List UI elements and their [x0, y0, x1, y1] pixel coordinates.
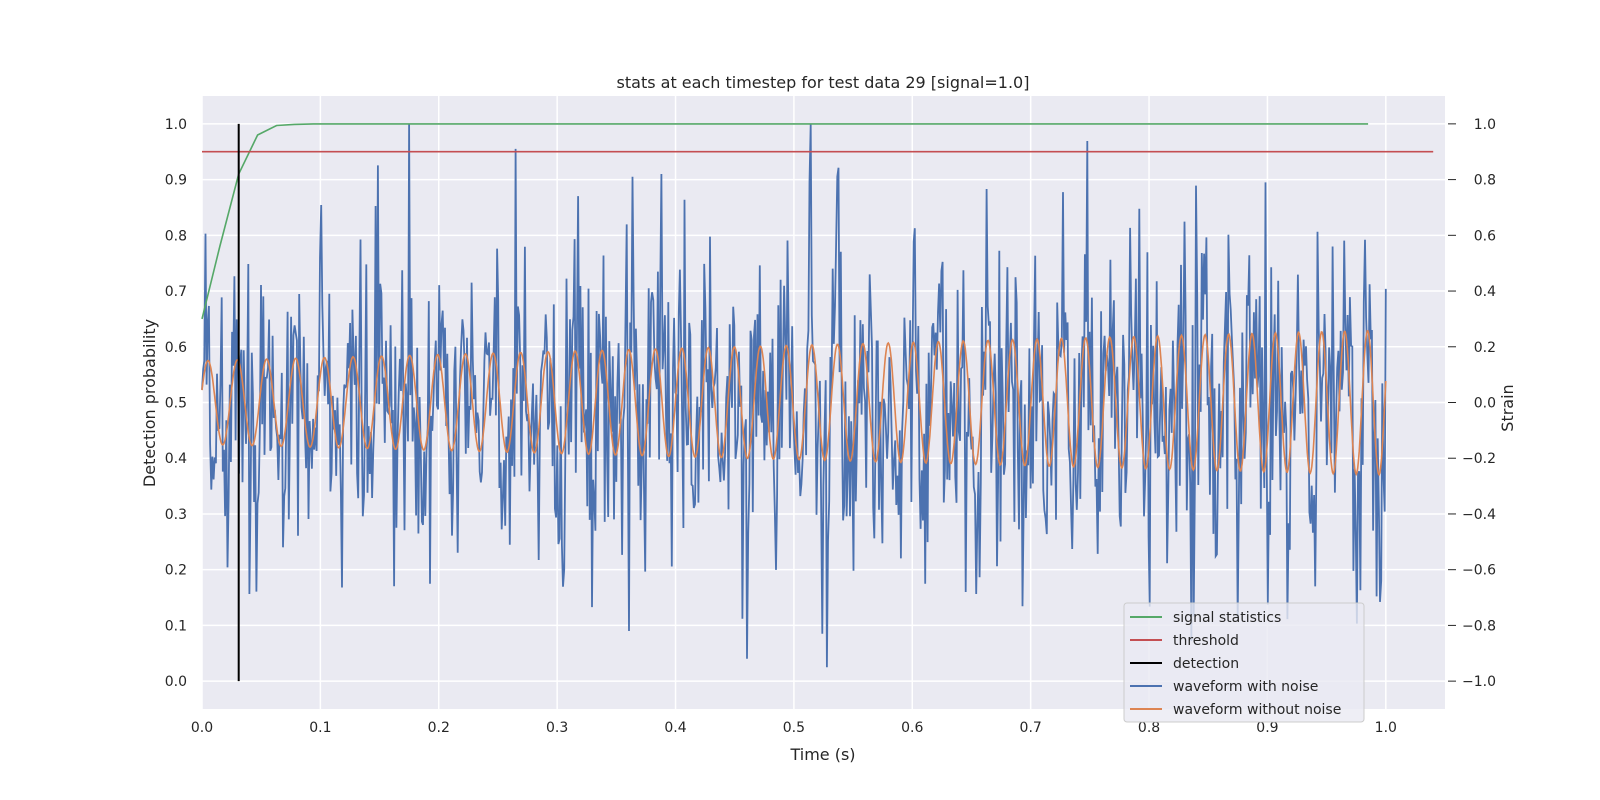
y2-tick-label: 0.0	[1474, 396, 1496, 412]
x-ticks: 0.0 0.1 0.2 0.3 0.4 0.5 0.6 0.7 0.8 0.9 1.0	[191, 720, 1397, 736]
y-tick-label: 0.9	[165, 173, 187, 189]
series-line-waveform-without-noise	[201, 329, 1387, 477]
y-tick-label: 0.1	[165, 618, 187, 634]
legend-item-waveform-without-noise: waveform without noise	[1130, 702, 1341, 718]
y2-tick-label: −0.2	[1462, 451, 1496, 467]
y2-ticks: −1.0 −0.8 −0.6 −0.4 −0.2 0.0 0.2 0.4 0.6 0.8 1.0	[1448, 117, 1496, 690]
y-tick-label: 1.0	[165, 117, 187, 133]
chart-title: stats at each timestep for test data 29 …	[617, 73, 1030, 92]
y-tick-label: 0.5	[165, 396, 187, 412]
y2-tick-label: −0.6	[1462, 563, 1496, 579]
y-tick-label: 0.3	[165, 507, 187, 523]
legend-item-detection: detection	[1130, 656, 1239, 672]
legend-label-threshold: threshold	[1173, 633, 1239, 649]
y-tick-label: 0.7	[165, 284, 187, 300]
y2-tick-label: −0.8	[1462, 618, 1496, 634]
x-tick-label: 0.8	[1138, 720, 1160, 736]
y2-tick-label: −1.0	[1462, 674, 1496, 690]
legend: signal statistics threshold detection wa…	[1123, 602, 1365, 723]
legend-item-waveform-with-noise: waveform with noise	[1130, 679, 1318, 695]
x-tick-label: 0.4	[664, 720, 686, 736]
y2-tick-label: −0.4	[1462, 507, 1496, 523]
x-tick-label: 0.7	[1020, 720, 1042, 736]
legend-label-signal-statistics: signal statistics	[1173, 610, 1281, 626]
x-tick-label: 0.2	[428, 720, 450, 736]
y-axis-label: Detection probability	[140, 319, 159, 487]
y2-tick-label: 0.6	[1474, 228, 1496, 244]
y2-tick-label: 0.2	[1474, 340, 1496, 356]
y-tick-label: 0.2	[165, 563, 187, 579]
x-tick-label: 0.9	[1256, 720, 1278, 736]
x-tick-label: 0.3	[546, 720, 568, 736]
y-tick-label: 0.6	[165, 340, 187, 356]
y-ticks: 0.0 0.1 0.2 0.3 0.4 0.5 0.6 0.7 0.8 0.9 1.0	[165, 117, 187, 690]
y-tick-label: 0.0	[165, 674, 187, 690]
x-axis-label: Time (s)	[789, 745, 855, 764]
legend-box	[1123, 602, 1365, 723]
legend-label-detection: detection	[1173, 656, 1239, 672]
series-layer	[201, 123, 1434, 682]
y-tick-label: 0.8	[165, 228, 187, 244]
y2-tick-label: 0.4	[1474, 284, 1496, 300]
y2-tick-label: 0.8	[1474, 173, 1496, 189]
legend-label-waveform-with-noise: waveform with noise	[1173, 679, 1318, 695]
x-tick-label: 0.1	[309, 720, 331, 736]
x-tick-label: 1.0	[1375, 720, 1397, 736]
x-tick-label: 0.0	[191, 720, 213, 736]
legend-label-waveform-without-noise: waveform without noise	[1173, 702, 1341, 718]
x-tick-label: 0.5	[783, 720, 805, 736]
x-tick-label: 0.6	[901, 720, 923, 736]
series-line-signal-statistics	[201, 123, 1369, 320]
legend-item-signal-statistics: signal statistics	[1130, 610, 1281, 626]
legend-item-threshold: threshold	[1130, 633, 1239, 649]
y2-axis-label: Strain	[1498, 384, 1517, 431]
y-tick-label: 0.4	[165, 451, 187, 467]
series-line-waveform-with-noise	[201, 123, 1387, 668]
y2-tick-label: 1.0	[1474, 117, 1496, 133]
